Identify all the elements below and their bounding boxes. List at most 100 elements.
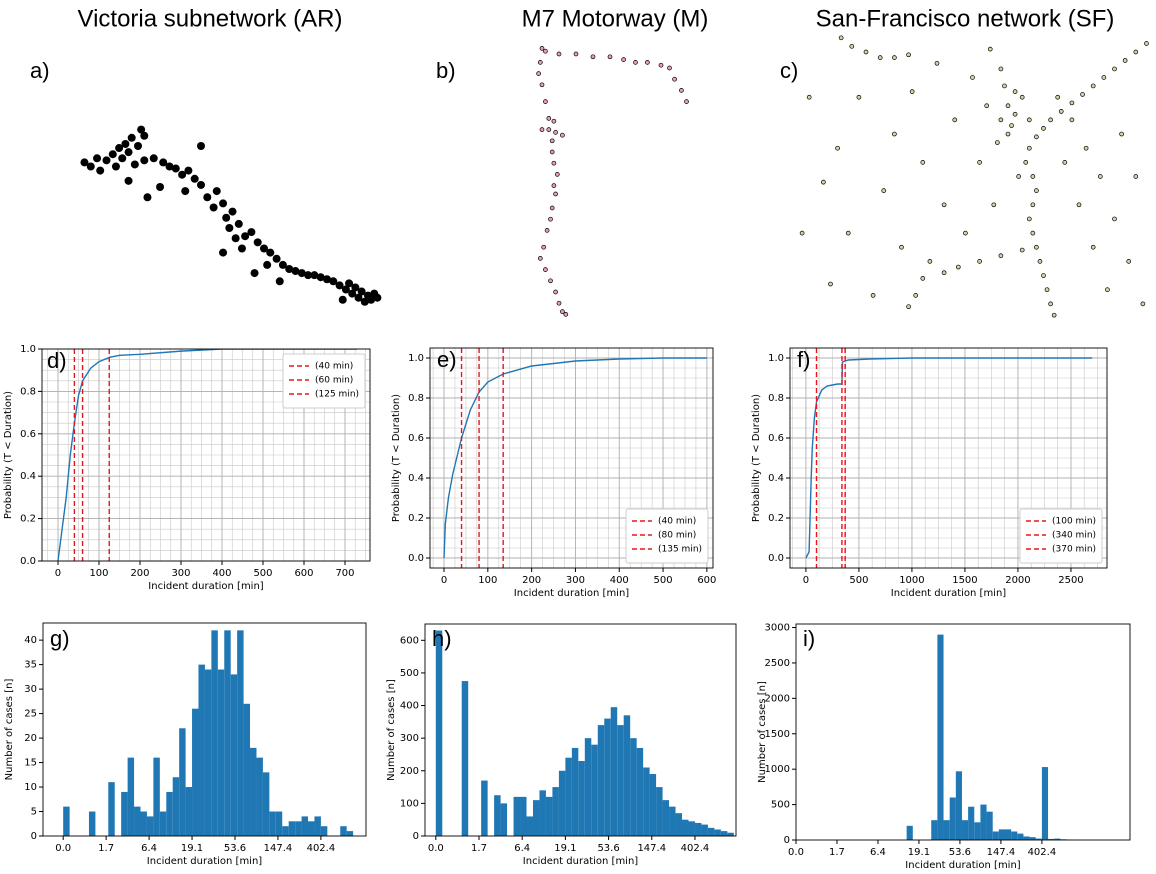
y-tick-label: 0	[413, 831, 419, 842]
histogram-bar	[1005, 829, 1012, 840]
x-tick-label: 53.6	[597, 843, 619, 854]
incident-point	[1090, 83, 1096, 89]
plot-frame	[424, 623, 737, 837]
legend-label: (40 min)	[658, 517, 696, 527]
incident-point	[197, 142, 205, 150]
incident-point	[373, 293, 382, 302]
x-tick-label: 1.7	[829, 847, 845, 858]
histogram-bar	[961, 820, 969, 840]
y-tick-label: 0.2	[768, 513, 784, 524]
x-tick-label: 19.1	[554, 843, 576, 854]
incident-point	[184, 166, 193, 175]
y-tick-label: 1.0	[408, 353, 424, 364]
x-tick-label: 0.0	[55, 843, 71, 854]
incident-point	[1019, 94, 1025, 100]
incident-point	[241, 232, 250, 241]
y-tick-label: 0.2	[408, 513, 424, 524]
histogram-bar	[707, 827, 715, 836]
y-tick-label: 1000	[765, 764, 790, 775]
histogram-bar	[262, 772, 270, 836]
incident-point	[310, 271, 319, 280]
histogram-bar	[217, 669, 225, 836]
histogram-bar	[998, 829, 1006, 840]
incident-point	[80, 158, 89, 167]
y-tick-label: 0.8	[408, 393, 424, 404]
histogram-bar	[610, 707, 618, 836]
panel-label: e)	[437, 347, 457, 372]
incident-point	[658, 62, 664, 68]
incident-point	[1122, 58, 1128, 63]
histogram-bar	[688, 821, 695, 836]
histogram-bar	[539, 790, 546, 836]
histogram-bar	[127, 757, 135, 836]
histogram-bar	[461, 681, 469, 836]
incident-point	[621, 57, 626, 62]
histogram-bar	[121, 791, 128, 836]
incident-point	[121, 139, 130, 148]
incident-point	[672, 76, 677, 82]
incident-point	[140, 156, 149, 165]
incident-point	[247, 228, 256, 237]
incident-point	[190, 174, 199, 183]
incident-point	[607, 54, 613, 60]
plot-area	[796, 624, 1130, 840]
x-tick-label: 1.7	[98, 843, 114, 854]
y-tick-label: 200	[400, 766, 419, 777]
incident-point	[970, 75, 975, 80]
histogram-bar	[1035, 838, 1042, 840]
incident-point	[551, 160, 557, 166]
x-tick-label: 147.4	[637, 843, 666, 854]
incident-point	[231, 234, 240, 243]
histogram-bar	[230, 674, 238, 836]
incident-point	[987, 46, 993, 52]
x-tick-label: 19.1	[908, 847, 930, 858]
incident-point	[892, 131, 897, 137]
histogram-bar	[295, 821, 302, 836]
y-tick-label: 1500	[765, 729, 790, 740]
x-tick-label: 0	[55, 568, 61, 579]
panel: 0 100 200 300 400 500 600 0.0 0.2 0.4 0.6 0.8 1.0 (40…	[391, 347, 716, 599]
incident-point	[291, 267, 300, 276]
histogram-bar	[237, 630, 244, 836]
incident-point	[1030, 202, 1036, 208]
incident-point	[548, 216, 553, 222]
histogram-bar	[584, 738, 592, 836]
incident-point	[920, 276, 926, 281]
x-tick-label: 0	[441, 575, 447, 586]
incident-point	[341, 285, 350, 294]
incident-point	[250, 269, 259, 278]
incident-point	[323, 275, 331, 284]
x-tick-label: 19.1	[181, 843, 203, 854]
panel-label: f)	[797, 347, 810, 372]
histogram-bar	[937, 634, 944, 840]
histogram-bar	[172, 777, 180, 836]
x-tick-label: 700	[335, 568, 354, 579]
incident-point	[351, 283, 360, 292]
histogram-bar	[545, 796, 553, 836]
incident-point	[679, 88, 684, 93]
incident-point	[799, 230, 805, 236]
incident-point	[927, 259, 933, 264]
incident-point	[1133, 49, 1139, 55]
histogram-bar	[1054, 838, 1061, 840]
y-tick-label: 5	[31, 807, 37, 818]
incident-point	[963, 230, 968, 236]
incident-point	[1133, 174, 1139, 179]
incident-point	[684, 99, 689, 104]
incident-point	[536, 71, 541, 76]
incident-point	[667, 65, 672, 71]
incident-point	[1048, 301, 1053, 307]
x-tick-label: 500	[654, 575, 673, 586]
incident-point	[544, 228, 550, 233]
incident-point	[225, 224, 234, 232]
x-tick-label: 2000	[1005, 575, 1030, 586]
y-tick-label: 500	[400, 668, 419, 679]
incident-point	[234, 219, 243, 228]
incident-point	[984, 103, 990, 109]
histogram-bar	[931, 820, 938, 840]
incident-point	[266, 248, 275, 257]
histogram-bar	[500, 803, 508, 836]
y-tick-label: 100	[400, 798, 419, 809]
y-tick-label: 1.0	[20, 344, 36, 355]
